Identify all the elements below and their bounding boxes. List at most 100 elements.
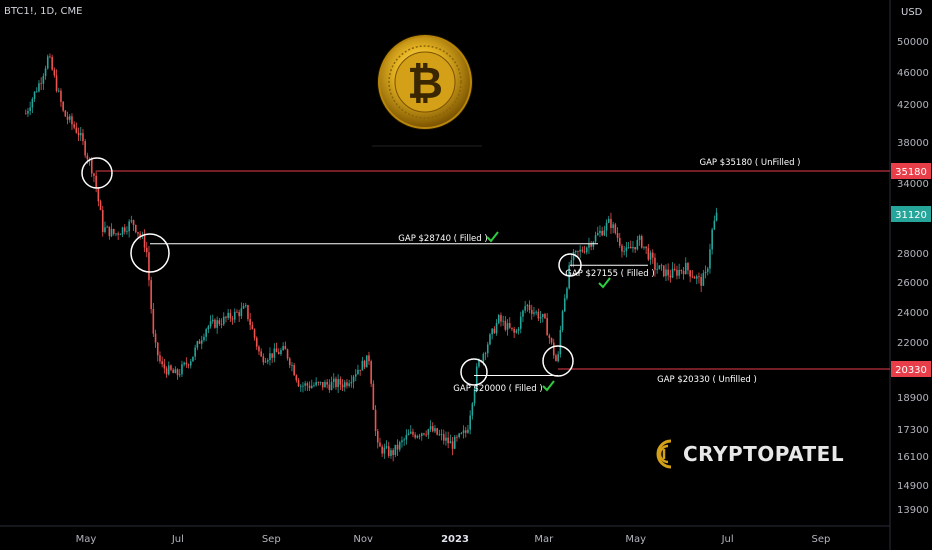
currency-label: USD [901, 7, 923, 18]
candle-body [68, 116, 71, 120]
candle-body [150, 280, 152, 309]
candle-body [570, 260, 573, 266]
candle-body [40, 83, 42, 85]
candle-body [605, 222, 608, 231]
candle-body [315, 382, 317, 386]
candle-body [211, 319, 214, 322]
candle-body [95, 175, 97, 189]
y-tick-label: 38000 [897, 138, 929, 149]
candle-body [181, 364, 183, 375]
candle-body [394, 444, 397, 455]
candle-body [678, 269, 680, 276]
candle-body [636, 239, 639, 250]
candle-body [337, 379, 339, 388]
candle-body [222, 316, 225, 325]
candle-body [203, 336, 205, 341]
candle-body [220, 324, 223, 325]
x-tick-label: Sep [812, 534, 831, 545]
y-tick-label: 28000 [897, 249, 929, 260]
candle-body [418, 435, 421, 437]
candle-body [464, 430, 467, 433]
candle-body [618, 237, 621, 246]
candle-body [451, 441, 454, 449]
candle-body [596, 233, 599, 236]
checkmark-icon [598, 277, 611, 289]
candle-body [313, 385, 315, 387]
candle-body [233, 311, 236, 320]
candle-body [262, 356, 265, 363]
candle-body [684, 263, 687, 275]
candle-body [407, 433, 410, 436]
candle-body [486, 344, 489, 354]
candle-body [405, 435, 408, 440]
candle-body [242, 306, 245, 309]
candle-body [396, 444, 399, 450]
x-axis-ticks: May Jul Sep Nov 2023 Mar May Jul Sep [76, 534, 831, 545]
candle-body [423, 433, 425, 435]
candle-body [35, 91, 38, 93]
candle-body [436, 428, 438, 435]
candle-body [493, 328, 496, 334]
gap-label: GAP $35180 ( UnFilled ) [699, 158, 800, 168]
candle-body [616, 233, 619, 238]
candle-body [341, 384, 344, 388]
candle-body [57, 90, 60, 92]
candle-body [552, 342, 555, 356]
candle-body [231, 318, 234, 320]
candle-body [588, 243, 590, 248]
x-tick-label: Nov [353, 534, 373, 545]
candle-body [134, 224, 137, 233]
candle-body [539, 317, 542, 319]
candle-body [453, 436, 456, 449]
candle-body [214, 319, 216, 328]
x-tick-label: Jul [721, 534, 734, 545]
candle-body [335, 378, 337, 388]
candle-body [579, 249, 581, 252]
candle-body [546, 318, 548, 336]
gap-label: GAP $20000 ( Filled ) [453, 384, 542, 394]
candle-body [117, 233, 119, 235]
candle-body [544, 314, 546, 319]
candle-body [115, 233, 117, 235]
candle-body [205, 329, 207, 337]
candle-body [594, 235, 597, 242]
candle-body [293, 365, 295, 376]
candle-body [561, 311, 564, 330]
candle-body [44, 68, 47, 77]
candle-body [339, 379, 342, 385]
candle-body [286, 349, 289, 359]
candle-body [218, 320, 221, 325]
candle-body [654, 257, 656, 270]
candle-body [126, 231, 128, 233]
candle-body [528, 305, 531, 310]
candle-body [387, 446, 390, 456]
candle-body [484, 353, 487, 355]
candle-body [585, 247, 588, 253]
candles [24, 53, 718, 462]
price-axis-badge-label: 35180 [895, 167, 927, 178]
candle-body [46, 56, 49, 69]
candle-body [200, 340, 203, 344]
candle-body [172, 369, 174, 374]
candle-body [695, 276, 698, 279]
candle-body [229, 312, 232, 319]
candle-body [574, 250, 577, 253]
gap-label: GAP $27155 ( Filled ) [565, 269, 654, 279]
gap-label: GAP $20330 ( Unfilled ) [657, 375, 757, 385]
candle-body [530, 309, 533, 314]
candle-body [557, 354, 559, 362]
candle-body [247, 305, 249, 320]
gap-circle-marker [542, 345, 574, 377]
candle-body [563, 298, 566, 312]
candle-body [438, 434, 441, 436]
candle-body [66, 116, 69, 120]
candle-body [330, 381, 333, 390]
candle-body [251, 324, 254, 330]
candle-body [240, 308, 243, 317]
candle-body [194, 347, 196, 357]
brand-watermark: CRYPTOPATEL [651, 436, 844, 472]
candle-body [671, 268, 674, 278]
candle-body [291, 365, 293, 366]
candle-body [192, 356, 194, 362]
